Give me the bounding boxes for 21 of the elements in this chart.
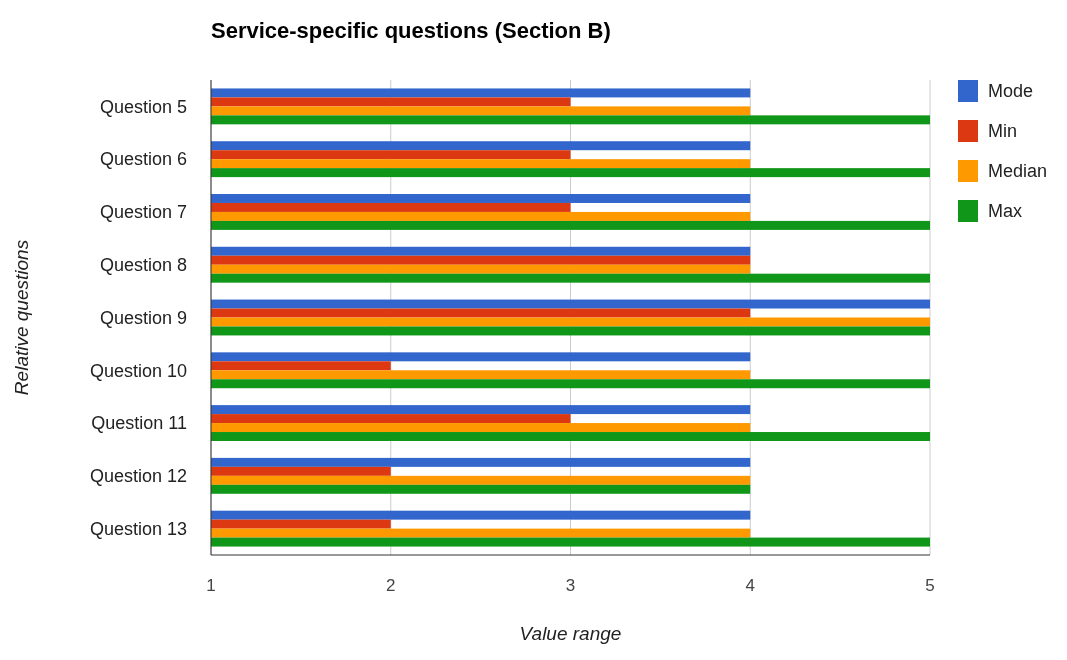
y-tick-label: Question 7 (99, 202, 187, 223)
y-tick-label: Question 10 (89, 360, 187, 381)
chart-title: Service-specific questions (Section B) (211, 18, 611, 43)
legend-label: Max (988, 201, 1023, 222)
y-tick-label: Question 12 (89, 466, 187, 487)
x-tick-label: 3 (565, 576, 576, 595)
x-axis-title: Value range (519, 623, 622, 644)
legend-label: Min (988, 121, 1018, 142)
y-tick-label: Question 5 (99, 96, 187, 117)
x-tick-label: 1 (206, 576, 216, 595)
y-axis-title: Relative questions (11, 239, 32, 396)
y-tick-label: Question 6 (99, 149, 187, 170)
x-tick-label: 5 (925, 576, 935, 595)
y-tick-label: Question 8 (99, 255, 187, 276)
legend-label: Median (988, 161, 1048, 182)
x-tick-label: 2 (386, 576, 396, 595)
y-tick-label: Question 9 (99, 307, 187, 328)
y-tick-label: Question 11 (91, 413, 187, 434)
x-tick-label: 4 (745, 576, 755, 595)
legend-label: Mode (988, 81, 1034, 102)
y-tick-label: Question 13 (89, 518, 187, 539)
